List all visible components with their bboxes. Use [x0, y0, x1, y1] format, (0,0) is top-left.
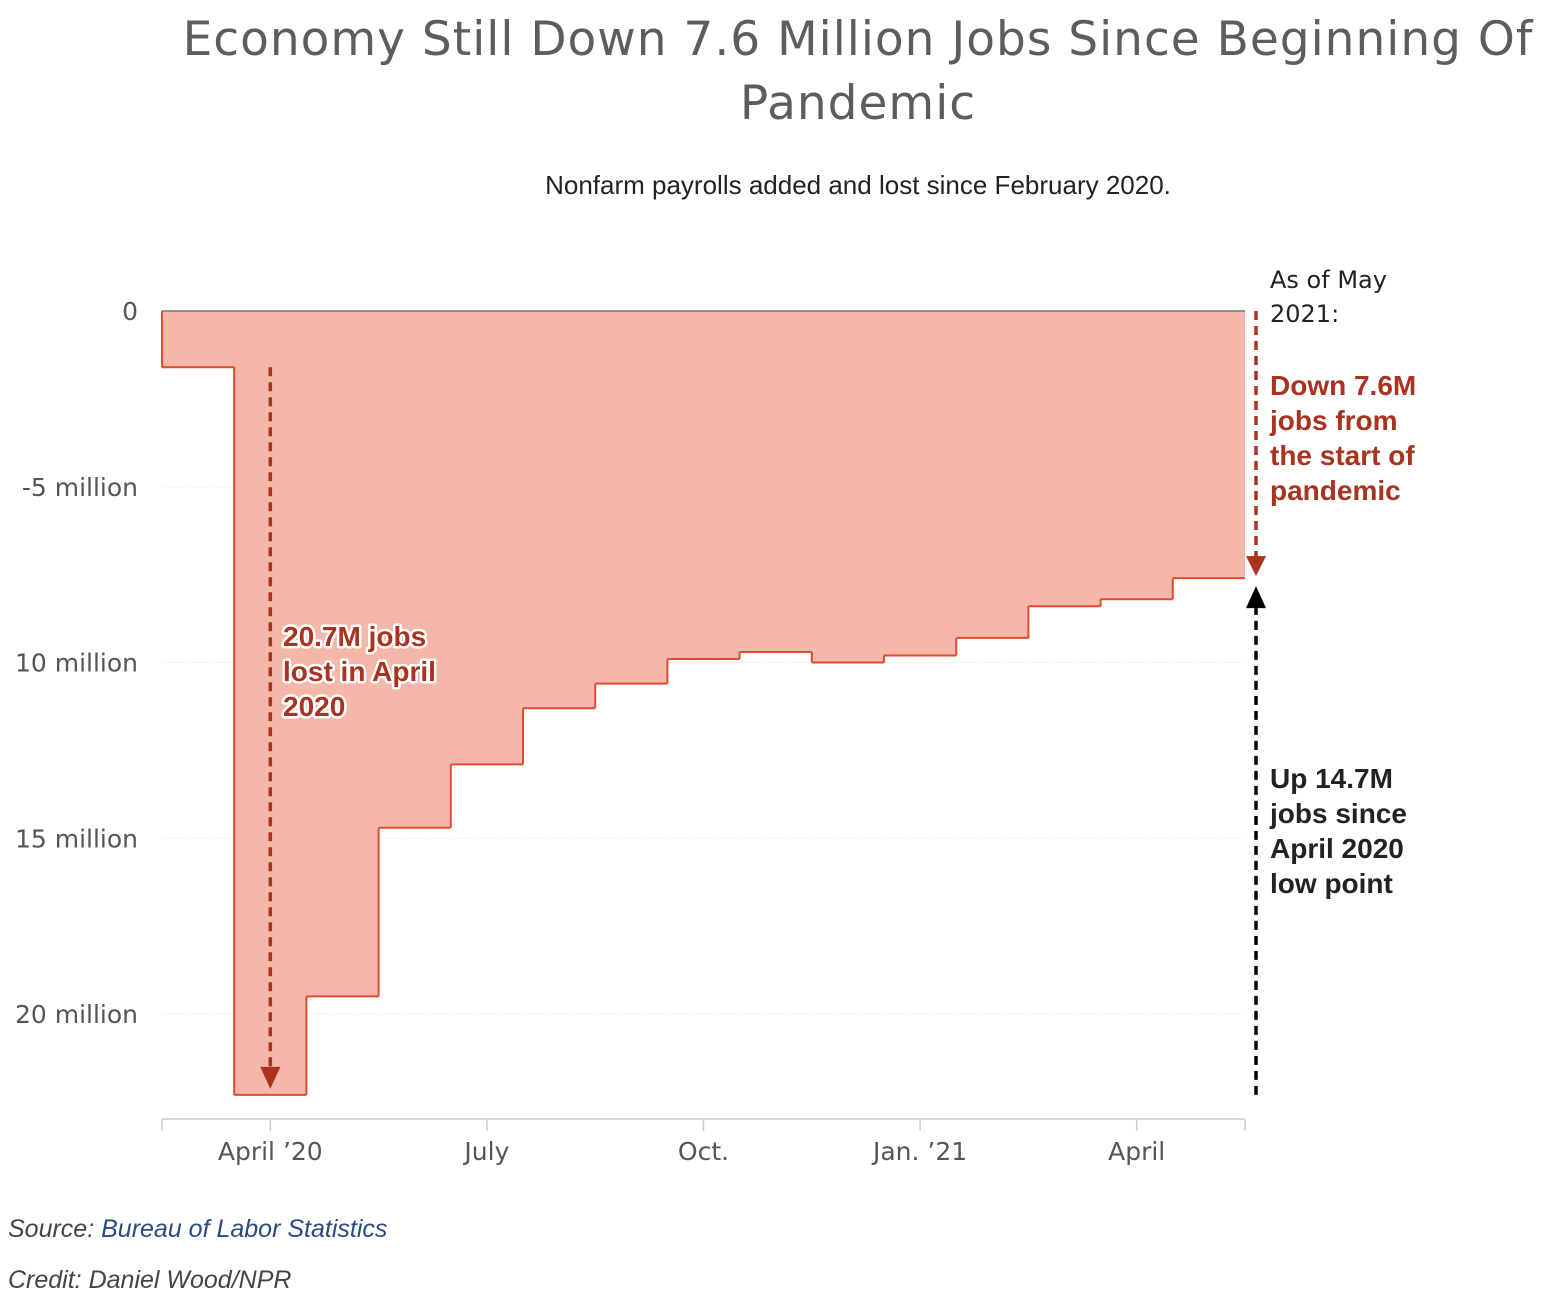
y-tick-label: 15 million [15, 824, 138, 853]
april-loss-annotation-halo: 2020 [283, 691, 345, 722]
credit-note: Credit: Daniel Wood/NPR [8, 1266, 292, 1294]
up-arrowhead [1246, 586, 1266, 609]
up-annotation-line: low point [1270, 868, 1393, 899]
april-loss-arrowhead [260, 1066, 281, 1089]
april-loss-annotation-line: 20.7M jobs [283, 621, 426, 652]
up-annotation-line: Up 14.7M [1270, 763, 1393, 794]
axis-layer: 0 -5 million 10 million 15 million 20 millio… [15, 297, 1246, 1166]
as-of-annotation-line: As of May [1270, 266, 1387, 294]
down-annotation-line: Down 7.6M [1270, 370, 1416, 401]
chart-subtitle: Nonfarm payrolls added and lost since Fe… [545, 170, 1171, 200]
y-tick-label: 0 [122, 297, 138, 326]
up-annotation-line: April 2020 [1270, 833, 1404, 864]
x-tick-label: April [1108, 1137, 1165, 1166]
x-tick-label: July [462, 1137, 509, 1166]
source-prefix: Source: [8, 1215, 102, 1243]
down-annotation-line: jobs from [1269, 405, 1398, 436]
area-fill [162, 311, 1245, 1095]
chart-title: Economy Still Down 7.6 Million Jobs Sinc… [182, 12, 1534, 131]
area-layer [161, 310, 1245, 1096]
april-loss-annotation-line: 2020 [283, 691, 345, 722]
down-annotation-line: the start of [1270, 440, 1415, 471]
april-loss-annotation-line: lost in April [283, 656, 436, 687]
april-loss-annotation-halo: 20.7M jobs [283, 621, 426, 652]
down-arrowhead [1246, 556, 1266, 577]
x-tick-label: Jan. ’21 [871, 1137, 967, 1166]
y-tick-label: 10 million [15, 649, 138, 678]
y-tick-label: -5 million [22, 473, 138, 502]
down-annotation-line: pandemic [1270, 475, 1401, 506]
y-tick-label: 20 million [15, 1000, 138, 1029]
april-loss-annotation-halo: lost in April [283, 656, 436, 687]
source-link[interactable]: Bureau of Labor Statistics [101, 1215, 388, 1243]
x-tick-label: April ’20 [218, 1137, 323, 1166]
as-of-annotation-line: 2021: [1270, 300, 1339, 328]
up-annotation-line: jobs since [1269, 798, 1407, 829]
source-note: Source: Bureau of Labor Statistics [8, 1215, 387, 1244]
x-tick-label: Oct. [678, 1137, 729, 1166]
